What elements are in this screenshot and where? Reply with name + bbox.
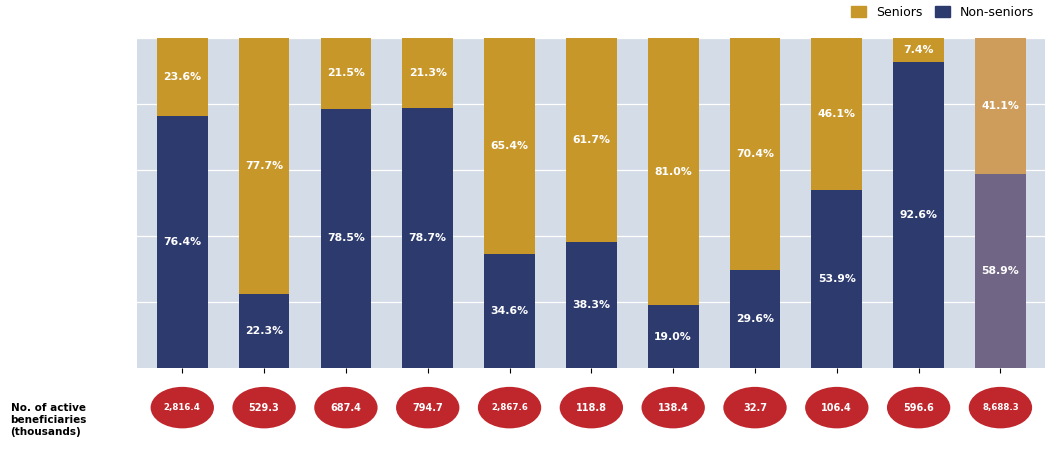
Text: 77.7%: 77.7%	[245, 161, 283, 171]
Text: 138.4: 138.4	[658, 403, 689, 413]
Ellipse shape	[804, 386, 869, 430]
Bar	[321, 109, 372, 368]
Text: 106.4: 106.4	[822, 403, 852, 413]
Text: 46.1%: 46.1%	[817, 109, 855, 119]
Ellipse shape	[722, 386, 788, 430]
Bar	[730, 270, 780, 368]
Text: 596.6: 596.6	[903, 403, 934, 413]
Text: BC: BC	[172, 451, 192, 464]
Ellipse shape	[477, 386, 543, 430]
Legend: Seniors, Non-seniors: Seniors, Non-seniors	[846, 1, 1039, 24]
Text: 8,688.3: 8,688.3	[982, 403, 1019, 412]
Bar	[402, 108, 453, 368]
Text: 92.6%: 92.6%	[900, 210, 938, 220]
Text: ON: ON	[498, 451, 521, 464]
Text: 22.3%: 22.3%	[245, 326, 283, 337]
Ellipse shape	[231, 386, 297, 430]
Text: 19.0%: 19.0%	[655, 332, 692, 342]
Text: 794.7: 794.7	[412, 403, 444, 413]
Text: 34.6%: 34.6%	[490, 306, 529, 316]
Bar	[811, 190, 862, 368]
Text: 70.4%: 70.4%	[736, 149, 774, 159]
Text: No. of active
beneficiaries
(thousands): No. of active beneficiaries (thousands)	[11, 404, 87, 437]
Text: 23.6%: 23.6%	[164, 72, 202, 82]
Text: SK: SK	[336, 451, 356, 464]
Ellipse shape	[150, 386, 215, 430]
Ellipse shape	[640, 386, 705, 430]
Bar	[485, 38, 535, 254]
Text: 2,867.6: 2,867.6	[491, 403, 528, 412]
Ellipse shape	[395, 386, 460, 430]
Text: 65.4%: 65.4%	[491, 141, 529, 151]
Text: NB: NB	[581, 451, 602, 464]
Text: 38.3%: 38.3%	[572, 300, 610, 310]
Bar	[566, 38, 617, 242]
Text: 687.4: 687.4	[331, 403, 361, 413]
Bar	[239, 38, 289, 295]
Text: 32.7: 32.7	[743, 403, 767, 413]
Text: 81.0%: 81.0%	[655, 167, 692, 177]
Bar	[975, 38, 1025, 368]
Bar	[975, 174, 1025, 368]
Text: NS: NS	[663, 451, 683, 464]
Text: 78.5%: 78.5%	[327, 234, 365, 244]
Text: 29.6%: 29.6%	[736, 314, 774, 324]
Bar	[485, 254, 535, 368]
Bar	[975, 38, 1025, 174]
Text: PE: PE	[746, 451, 765, 464]
Bar	[730, 38, 780, 270]
Text: 61.7%: 61.7%	[572, 135, 610, 145]
Text: MB: MB	[416, 451, 439, 464]
Bar	[157, 116, 208, 368]
Ellipse shape	[967, 386, 1033, 430]
Ellipse shape	[886, 386, 951, 430]
Text: 78.7%: 78.7%	[409, 233, 447, 243]
Bar	[402, 38, 453, 108]
Bar	[893, 62, 944, 368]
Text: 41.1%: 41.1%	[981, 101, 1019, 110]
Text: NL: NL	[827, 451, 847, 464]
Text: 2,816.4: 2,816.4	[164, 403, 201, 412]
Text: 21.3%: 21.3%	[409, 68, 447, 78]
Text: NIHB: NIHB	[900, 451, 938, 464]
Ellipse shape	[314, 386, 379, 430]
Text: 118.8: 118.8	[576, 403, 607, 413]
Ellipse shape	[559, 386, 624, 430]
Bar	[893, 38, 944, 62]
Text: AB: AB	[253, 451, 275, 464]
Bar	[157, 38, 208, 116]
Bar	[647, 305, 698, 368]
Bar	[811, 38, 862, 190]
Bar	[321, 38, 372, 109]
Text: Total*: Total*	[979, 451, 1022, 464]
Text: 529.3: 529.3	[249, 403, 280, 413]
Bar	[647, 38, 698, 305]
Text: 58.9%: 58.9%	[982, 266, 1019, 276]
Text: 53.9%: 53.9%	[817, 274, 855, 284]
Bar	[239, 295, 289, 368]
Bar	[566, 242, 617, 368]
Text: 7.4%: 7.4%	[903, 45, 934, 55]
Text: 21.5%: 21.5%	[327, 68, 365, 78]
Text: 76.4%: 76.4%	[164, 237, 202, 247]
